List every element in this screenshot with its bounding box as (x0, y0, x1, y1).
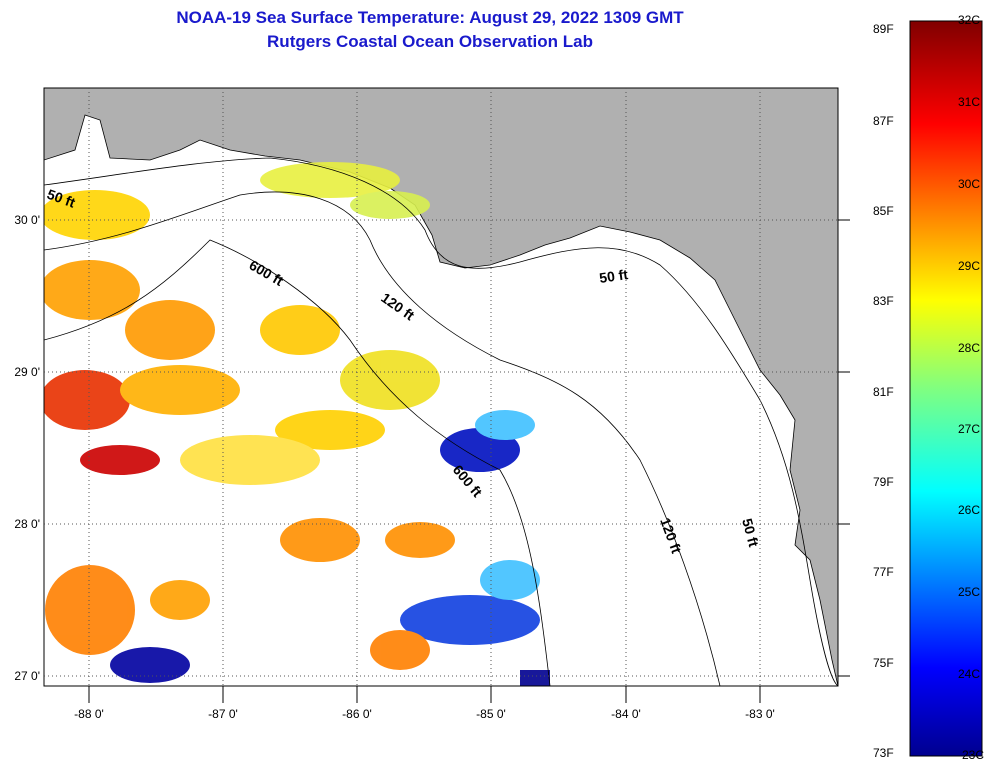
contour-label: 50 ft (598, 266, 629, 286)
c-label: 27C (958, 422, 981, 436)
c-label: 25C (958, 585, 981, 599)
land (44, 88, 838, 686)
c-label: 26C (958, 503, 981, 517)
f-label: 79F (873, 475, 894, 489)
c-label: 29C (958, 259, 981, 273)
f-label: 73F (873, 746, 894, 760)
graticule (44, 88, 838, 686)
c-label: 28C (958, 341, 981, 355)
contour-label: 50 ft (739, 517, 762, 549)
c-label: 24C (958, 667, 981, 681)
c-label: 31C (958, 95, 981, 109)
lon-label: -83 0' (745, 707, 775, 721)
f-label: 89F (873, 22, 894, 36)
f-label: 75F (873, 656, 894, 670)
lat-label: 27 0' (14, 669, 40, 683)
lon-label: -86 0' (342, 707, 372, 721)
lon-label: -84 0' (611, 707, 641, 721)
f-label: 83F (873, 294, 894, 308)
f-label: 85F (873, 204, 894, 218)
lon-label: -88 0' (74, 707, 104, 721)
f-label: 81F (873, 385, 894, 399)
map-title: NOAA-19 Sea Surface Temperature: August … (176, 8, 684, 27)
f-label: 87F (873, 114, 894, 128)
lat-label: 28 0' (14, 517, 40, 531)
c-label: 30C (958, 177, 981, 191)
axis-ticks (88, 219, 850, 703)
depth-contours (44, 157, 838, 686)
map-frame (43, 87, 839, 687)
lat-label: 30 0' (14, 213, 40, 227)
map-subtitle: Rutgers Coastal Ocean Observation Lab (267, 32, 593, 51)
sst-pixels (44, 162, 550, 686)
f-label: 77F (873, 565, 894, 579)
c-label: 32C (958, 13, 981, 27)
colorbar (909, 20, 983, 757)
lon-label: -85 0' (476, 707, 506, 721)
c-label: 23C (962, 748, 985, 762)
lat-label: 29 0' (14, 365, 40, 379)
lon-label: -87 0' (208, 707, 238, 721)
